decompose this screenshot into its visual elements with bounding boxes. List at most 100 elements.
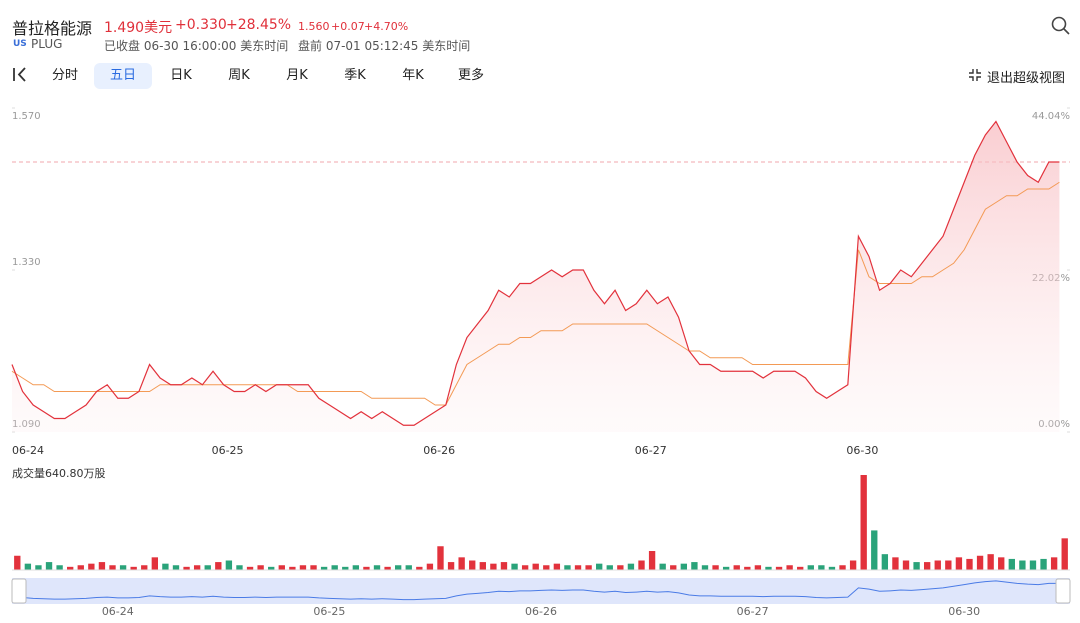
x-tick-label: 06-26 — [423, 444, 455, 457]
volume-bar — [596, 563, 603, 570]
volume-bar — [162, 563, 169, 570]
tab[interactable]: 日K — [170, 68, 192, 83]
y2-tick-label: 44.04% — [1032, 111, 1070, 122]
tab[interactable]: 五日 — [94, 63, 152, 89]
ext-price: 1.560 — [298, 20, 330, 33]
volume-bar — [490, 563, 497, 570]
y-tick-label: 1.330 — [12, 257, 41, 268]
volume-bar — [828, 566, 836, 570]
y-tick-label: 1.570 — [12, 111, 41, 122]
volume-bar — [1050, 557, 1058, 570]
volume-bar — [1040, 558, 1047, 570]
volume-bar — [818, 565, 825, 570]
volume-bar — [299, 565, 307, 570]
navigator-label: 06-30 — [948, 605, 980, 618]
volume-bar — [141, 565, 148, 570]
volume-bar — [183, 566, 190, 570]
volume-bar — [521, 565, 529, 570]
tab[interactable]: 更多 — [457, 68, 484, 83]
exit-icon[interactable] — [968, 68, 982, 82]
tab[interactable]: 季K — [344, 68, 366, 83]
volume-bar — [585, 565, 592, 570]
volume-bar — [320, 566, 328, 570]
ext-change: +0.07 — [331, 20, 365, 33]
volume-bar — [447, 562, 455, 570]
x-tick-label: 06-25 — [212, 444, 244, 457]
volume-bar — [892, 557, 899, 570]
volume-bar — [384, 566, 391, 570]
volume-bar — [902, 560, 910, 570]
volume-bar — [945, 560, 952, 570]
volume-bar — [268, 566, 275, 570]
volume-bar — [225, 560, 233, 570]
tab[interactable]: 年K — [402, 68, 424, 83]
volume-bar — [966, 558, 973, 570]
average-line — [11, 181, 1060, 406]
volume-bar — [955, 557, 963, 570]
volume-bar — [754, 565, 762, 570]
volume-bar — [426, 563, 434, 570]
volume-bar — [479, 562, 486, 570]
volume-label: 成交量640.80万股 — [12, 467, 106, 480]
volume-bar — [14, 555, 21, 570]
volume-bar — [257, 565, 264, 570]
navigator-label: 06-27 — [737, 605, 769, 618]
premarket: 盘前 07-01 05:12:45 美东时间 — [298, 39, 471, 53]
volume-bar — [998, 557, 1005, 570]
tabs: 分时 五日 日K 周K 月K 季K 年K 更多 — [36, 63, 500, 89]
volume-bar — [246, 566, 254, 570]
price-line-series — [11, 120, 1060, 426]
volume-bar — [871, 530, 878, 570]
volume-bar — [278, 565, 285, 570]
volume-bar — [352, 565, 360, 570]
volume-bar — [797, 566, 804, 570]
volume-bar — [775, 566, 783, 570]
navigator-label: 06-25 — [313, 605, 345, 618]
navigator-handle — [1055, 578, 1071, 604]
volume-bar — [913, 562, 920, 570]
volume-bar — [564, 565, 571, 570]
volume-bar — [331, 565, 338, 570]
status: 已收盘 06-30 16:00:00 美东时间 — [104, 39, 289, 53]
volume-bar — [849, 560, 857, 570]
volume-bar — [532, 563, 539, 570]
tab[interactable]: 分时 — [51, 68, 78, 83]
navigator-bg — [12, 578, 1070, 604]
volume-bar — [923, 562, 931, 570]
volume-bar — [574, 565, 582, 570]
volume-bar — [638, 560, 645, 570]
tab[interactable]: 周K — [228, 68, 250, 83]
exit-button[interactable]: 退出超级视图 — [987, 71, 1066, 86]
change: +0.330 — [175, 17, 227, 33]
x-tick-label: 06-30 — [846, 444, 878, 457]
volume-bar — [289, 566, 296, 570]
volume-bar — [648, 551, 656, 570]
volume-bar — [151, 557, 159, 570]
volume-bar — [553, 563, 561, 570]
search-icon[interactable] — [1050, 15, 1072, 37]
volume-bar — [394, 565, 402, 570]
volume-bar — [712, 565, 719, 570]
x-tick-label: 06-24 — [12, 444, 44, 457]
volume-bar — [310, 565, 317, 570]
ticker: PLUG — [31, 37, 63, 51]
volume-bar — [670, 565, 677, 570]
volume-bar — [172, 565, 180, 570]
volume-bar — [342, 566, 349, 570]
volume-bar — [617, 565, 624, 570]
ext-pct: +4.70% — [364, 20, 409, 33]
volume-bar — [659, 563, 666, 570]
tab[interactable]: 月K — [286, 68, 308, 83]
volume-bar — [469, 560, 476, 570]
volume-bar — [543, 565, 550, 570]
volume-bar — [373, 565, 381, 570]
collapse-icon[interactable] — [12, 67, 30, 83]
volume-bar — [1061, 538, 1068, 570]
navigator-label: 06-26 — [525, 605, 557, 618]
volume-bar — [765, 566, 772, 570]
stock-name: 普拉格能源 — [12, 19, 93, 38]
volume-bar — [88, 563, 95, 570]
volume-bar — [119, 565, 127, 570]
